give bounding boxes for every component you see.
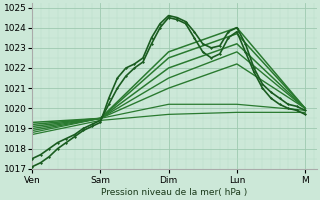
X-axis label: Pression niveau de la mer( hPa ): Pression niveau de la mer( hPa ) — [101, 188, 247, 197]
